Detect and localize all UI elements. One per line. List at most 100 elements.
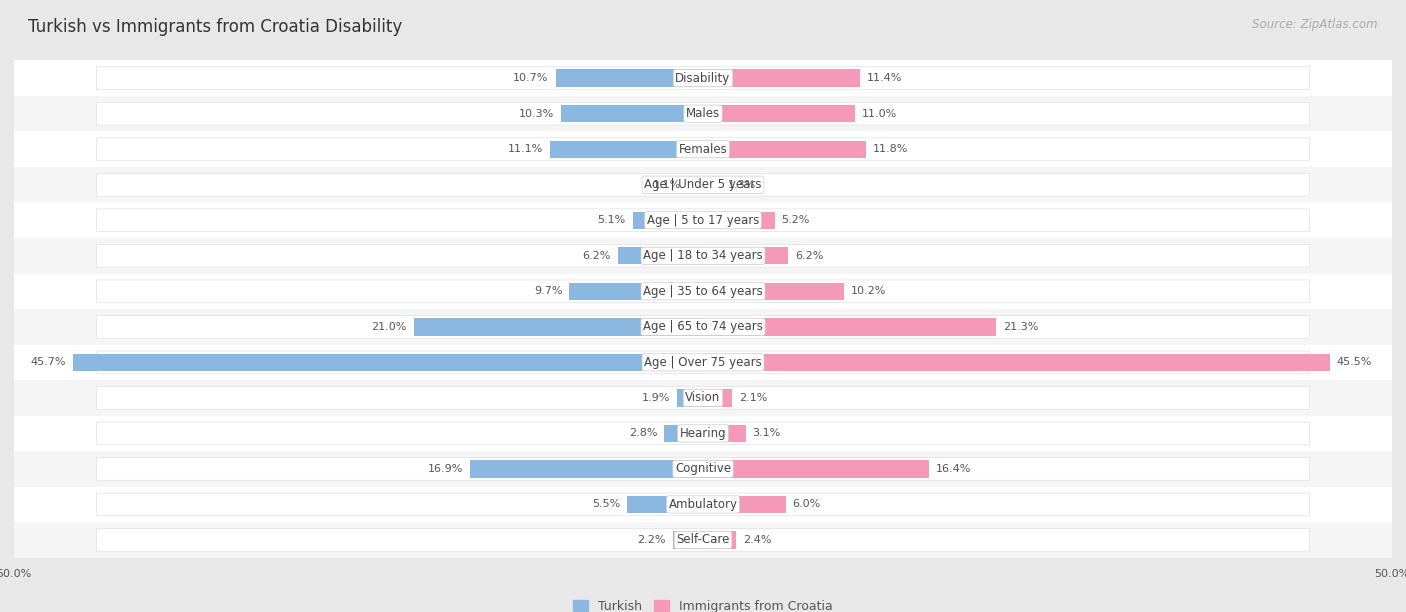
Bar: [665, 425, 703, 442]
Bar: [561, 105, 703, 122]
Text: 1.9%: 1.9%: [641, 393, 669, 403]
FancyBboxPatch shape: [97, 351, 1309, 374]
Text: Age | Over 75 years: Age | Over 75 years: [644, 356, 762, 369]
Text: 11.0%: 11.0%: [862, 109, 897, 119]
Text: 10.3%: 10.3%: [519, 109, 554, 119]
Text: 45.5%: 45.5%: [1337, 357, 1372, 367]
Bar: [14, 61, 1392, 96]
Text: 11.1%: 11.1%: [508, 144, 543, 154]
Bar: [14, 380, 1392, 416]
Bar: [703, 283, 844, 300]
Legend: Turkish, Immigrants from Croatia: Turkish, Immigrants from Croatia: [568, 595, 838, 612]
Bar: [703, 247, 789, 264]
Text: 2.4%: 2.4%: [742, 535, 772, 545]
Bar: [703, 141, 866, 158]
Text: Age | 35 to 64 years: Age | 35 to 64 years: [643, 285, 763, 298]
Bar: [676, 389, 703, 406]
FancyBboxPatch shape: [97, 529, 1309, 551]
FancyBboxPatch shape: [97, 67, 1309, 89]
Bar: [14, 451, 1392, 487]
Text: 2.1%: 2.1%: [738, 393, 768, 403]
Text: Age | 18 to 34 years: Age | 18 to 34 years: [643, 249, 763, 263]
Text: Source: ZipAtlas.com: Source: ZipAtlas.com: [1253, 18, 1378, 31]
Bar: [672, 531, 703, 548]
Text: Ambulatory: Ambulatory: [668, 498, 738, 511]
Text: 10.7%: 10.7%: [513, 73, 548, 83]
Bar: [617, 247, 703, 264]
Bar: [550, 141, 703, 158]
Text: Vision: Vision: [685, 391, 721, 405]
Text: 1.1%: 1.1%: [652, 180, 681, 190]
Bar: [14, 132, 1392, 167]
Text: 6.2%: 6.2%: [796, 251, 824, 261]
Text: 21.3%: 21.3%: [1004, 322, 1039, 332]
Text: Age | 5 to 17 years: Age | 5 to 17 years: [647, 214, 759, 227]
Bar: [703, 212, 775, 229]
Text: 5.2%: 5.2%: [782, 215, 810, 225]
Bar: [703, 318, 997, 335]
Bar: [703, 425, 745, 442]
Text: 21.0%: 21.0%: [371, 322, 406, 332]
Bar: [633, 212, 703, 229]
FancyBboxPatch shape: [97, 244, 1309, 267]
Bar: [14, 203, 1392, 238]
Bar: [14, 238, 1392, 274]
Text: 11.8%: 11.8%: [873, 144, 908, 154]
FancyBboxPatch shape: [97, 422, 1309, 445]
Text: 2.2%: 2.2%: [637, 535, 666, 545]
FancyBboxPatch shape: [97, 315, 1309, 338]
Bar: [703, 354, 1330, 371]
Text: Turkish vs Immigrants from Croatia Disability: Turkish vs Immigrants from Croatia Disab…: [28, 18, 402, 36]
Text: 3.1%: 3.1%: [752, 428, 780, 438]
FancyBboxPatch shape: [97, 458, 1309, 480]
Bar: [703, 531, 737, 548]
Text: Disability: Disability: [675, 72, 731, 84]
Bar: [14, 96, 1392, 132]
Bar: [703, 389, 733, 406]
Bar: [627, 496, 703, 513]
Bar: [703, 176, 721, 193]
Bar: [569, 283, 703, 300]
FancyBboxPatch shape: [97, 138, 1309, 160]
Text: Cognitive: Cognitive: [675, 463, 731, 476]
Text: 16.4%: 16.4%: [936, 464, 972, 474]
FancyBboxPatch shape: [97, 102, 1309, 125]
Bar: [703, 460, 929, 477]
Text: 5.1%: 5.1%: [598, 215, 626, 225]
Bar: [14, 167, 1392, 203]
FancyBboxPatch shape: [97, 209, 1309, 231]
Bar: [14, 274, 1392, 309]
Text: Hearing: Hearing: [679, 427, 727, 440]
Text: 2.8%: 2.8%: [628, 428, 658, 438]
Bar: [14, 416, 1392, 451]
Text: 45.7%: 45.7%: [31, 357, 66, 367]
Bar: [73, 354, 703, 371]
Bar: [470, 460, 703, 477]
Bar: [14, 345, 1392, 380]
Text: Females: Females: [679, 143, 727, 155]
Text: 16.9%: 16.9%: [427, 464, 463, 474]
Text: Self-Care: Self-Care: [676, 534, 730, 547]
Bar: [555, 70, 703, 87]
Text: 11.4%: 11.4%: [868, 73, 903, 83]
Text: 9.7%: 9.7%: [534, 286, 562, 296]
Bar: [703, 496, 786, 513]
FancyBboxPatch shape: [97, 493, 1309, 516]
Bar: [703, 105, 855, 122]
Text: Age | Under 5 years: Age | Under 5 years: [644, 178, 762, 191]
Text: 6.0%: 6.0%: [793, 499, 821, 509]
Text: 1.3%: 1.3%: [728, 180, 756, 190]
FancyBboxPatch shape: [97, 280, 1309, 303]
Bar: [703, 70, 860, 87]
Bar: [413, 318, 703, 335]
Text: 10.2%: 10.2%: [851, 286, 886, 296]
Bar: [14, 522, 1392, 558]
Bar: [14, 487, 1392, 522]
Text: 5.5%: 5.5%: [592, 499, 620, 509]
FancyBboxPatch shape: [97, 173, 1309, 196]
Text: Age | 65 to 74 years: Age | 65 to 74 years: [643, 320, 763, 334]
Text: 6.2%: 6.2%: [582, 251, 610, 261]
Text: Males: Males: [686, 107, 720, 120]
Bar: [688, 176, 703, 193]
FancyBboxPatch shape: [97, 387, 1309, 409]
